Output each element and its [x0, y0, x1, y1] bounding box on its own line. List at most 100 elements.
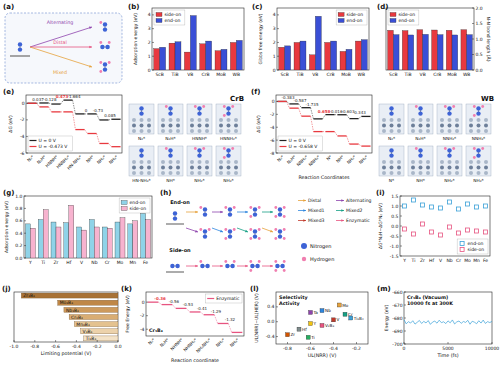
- tick-label: Cr: [105, 260, 110, 265]
- tick-label: 0: [22, 101, 25, 106]
- point: [421, 222, 425, 226]
- tick-label: 3: [273, 26, 276, 31]
- atom-h: [223, 156, 226, 159]
- atom-metal: [227, 129, 231, 133]
- bar: [393, 35, 399, 70]
- atom-metal: [419, 160, 423, 164]
- bar: [230, 42, 236, 70]
- atom-n: [280, 264, 284, 268]
- tick-label: MoB: [341, 72, 351, 77]
- atom-n: [228, 212, 232, 216]
- atom-metal: [426, 160, 430, 164]
- point: [403, 204, 407, 208]
- legend-label: Enzymatic: [216, 296, 240, 301]
- arrow: [30, 47, 92, 48]
- atom-n: [253, 212, 257, 216]
- atom-metal: [455, 124, 459, 128]
- arrow-head: [195, 230, 198, 232]
- bar: [184, 52, 190, 70]
- structure-label: NH₂*: [194, 178, 205, 183]
- tick-label: 1: [148, 54, 151, 59]
- atom-metal: [161, 118, 165, 122]
- atom-h: [283, 237, 286, 240]
- tick-label: Ti: [411, 258, 416, 263]
- structure-cell: [129, 146, 154, 176]
- atom-h: [249, 237, 252, 240]
- atom-metal: [147, 171, 151, 175]
- atom-metal: [219, 166, 223, 170]
- atom-h: [231, 105, 234, 108]
- atom-metal: [411, 124, 415, 128]
- point: [475, 205, 479, 209]
- connector: [228, 323, 231, 332]
- atom-metal: [169, 166, 173, 170]
- step-label: 0.343: [354, 110, 366, 115]
- tick: [277, 42, 279, 43]
- energy-level: [232, 332, 243, 333]
- atom-metal: [227, 118, 231, 122]
- tick-label: Zr: [420, 258, 425, 263]
- atom-h: [199, 228, 202, 231]
- legend-box: [278, 136, 322, 151]
- legend-label: side-on: [347, 12, 364, 17]
- chart-bar: (d)0.00.51.01.52.0N-N bond length (Å)ScB…: [377, 3, 492, 77]
- panel-title: (g): [3, 189, 14, 197]
- category-label: V₃B₄: [83, 329, 93, 334]
- tick-label: VB: [312, 72, 318, 77]
- connector: [61, 100, 64, 104]
- atom-n: [226, 106, 230, 110]
- atom-metal: [484, 118, 488, 122]
- atom-metal: [176, 171, 180, 175]
- connector: [323, 115, 326, 119]
- bar: [206, 41, 212, 70]
- arrow-head: [89, 46, 92, 49]
- tick-label: NH₂NH₂*: [195, 337, 212, 354]
- tick-label: N₂H*: [159, 337, 170, 348]
- tick-label: -0.6: [306, 346, 315, 351]
- axis-label: ΔG (eV): [8, 115, 13, 133]
- legend-label: side-on: [165, 12, 182, 17]
- bar: [51, 222, 56, 258]
- tick: [152, 56, 154, 57]
- energy-level: [313, 118, 322, 119]
- atom-metal: [477, 129, 481, 133]
- atom-h: [452, 105, 455, 108]
- atom-metal: [176, 166, 180, 170]
- bar: [81, 329, 118, 334]
- tick-label: Cr: [456, 258, 461, 263]
- point: [448, 200, 452, 204]
- atom-h: [283, 215, 286, 218]
- atom-metal: [382, 166, 386, 170]
- atom-n: [203, 234, 207, 238]
- marks: [148, 302, 243, 332]
- bar: [160, 47, 166, 70]
- atom-n: [278, 212, 282, 216]
- tick-label: VB: [420, 72, 426, 77]
- bar: [74, 322, 118, 327]
- atom-n: [447, 148, 451, 152]
- plot-frame: [24, 196, 152, 258]
- bar: [120, 218, 125, 258]
- tick-label: NH₂*: [215, 337, 226, 348]
- atom-metal: [140, 129, 144, 133]
- atom-metal: [397, 124, 401, 128]
- atom-metal: [205, 129, 209, 133]
- arrow: [336, 200, 344, 201]
- atom-metal: [169, 129, 173, 133]
- legend-box: [154, 10, 185, 25]
- atom-metal: [455, 166, 459, 170]
- structure-cell: [466, 146, 491, 176]
- atom-n: [476, 111, 480, 115]
- step-label: -0.41: [197, 306, 208, 311]
- bar: [446, 30, 452, 70]
- arrow: [186, 212, 198, 213]
- atom-metal: [234, 166, 238, 170]
- atom-metal: [411, 171, 415, 175]
- tick: [472, 54, 474, 55]
- tick: [118, 340, 119, 342]
- legend-label: U = 0 V: [289, 138, 307, 143]
- atom-metal: [484, 124, 488, 128]
- tick-label: 0.0: [114, 344, 121, 349]
- atom-n: [197, 153, 201, 157]
- connector: [347, 136, 350, 144]
